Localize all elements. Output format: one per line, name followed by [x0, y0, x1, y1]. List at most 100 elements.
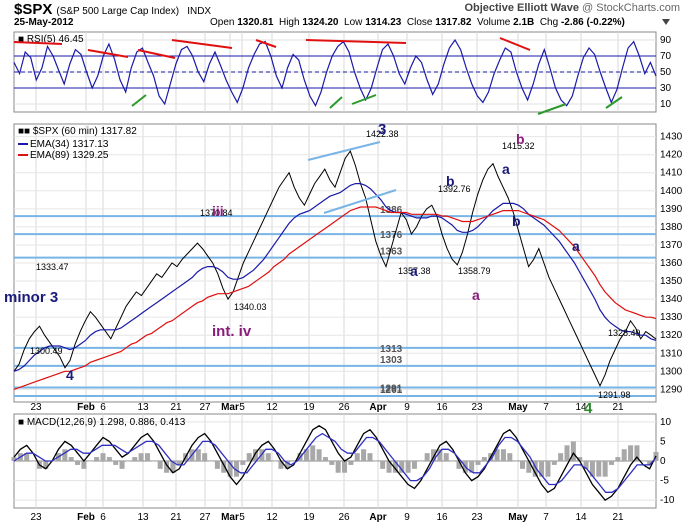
macd-histogram-bar: [602, 461, 608, 477]
price-annotation: 1370.84: [200, 208, 233, 218]
macd-histogram-bar: [628, 445, 634, 461]
chart-date: 25-May-2012: [14, 17, 74, 28]
wave-label-b: b: [512, 213, 521, 229]
macd-histogram-bar: [539, 461, 545, 477]
x-tick-label: 21: [612, 402, 624, 413]
macd-histogram-bar: [75, 461, 81, 465]
macd-histogram-bar: [265, 453, 271, 461]
macd-histogram-bar: [157, 461, 163, 469]
rsi-support-line: [537, 103, 567, 115]
macd-histogram-bar: [513, 461, 519, 462]
macd-histogram-bar: [68, 457, 74, 461]
macd-histogram-bar: [424, 453, 430, 461]
open-label: Open: [210, 17, 235, 28]
chart-header: $SPX (S&P 500 Large Cap Index) INDX 25-Ma…: [0, 0, 700, 32]
macd-histogram-bar: [100, 453, 106, 461]
rsi-resistance-line: [87, 49, 129, 58]
x-tick-label: Apr: [369, 402, 386, 413]
macd-histogram-bar: [151, 461, 157, 462]
x-tick-label: May: [508, 402, 528, 413]
macd-histogram-bar: [342, 461, 348, 473]
rsi-support-line: [329, 96, 343, 109]
rsi-legend: ■ RSI(5) 46.45: [18, 34, 84, 45]
macd-histogram-bar: [24, 453, 30, 461]
chart-title: $SPX (S&P 500 Large Cap Index) INDX: [14, 1, 211, 18]
macd-histogram-bar: [367, 453, 373, 461]
x-tick-label: 14: [575, 512, 587, 523]
brand: Objective Elliott Wave @ StockCharts.com: [464, 2, 680, 14]
macd-histogram-bar: [577, 457, 583, 461]
price-annotation: 1358.79: [458, 266, 491, 276]
macd-histogram-bar: [640, 461, 646, 462]
macd-histogram-bar: [291, 461, 297, 462]
macd-histogram-bar: [475, 461, 481, 465]
low-label: Low: [344, 17, 363, 28]
macd-histogram-bar: [119, 461, 125, 469]
rsi-resistance-line: [255, 39, 277, 48]
macd-tick-label: 5: [660, 436, 666, 447]
rsi-tick-label: 10: [660, 99, 672, 110]
macd-histogram-bar: [202, 453, 208, 461]
x-tick-label: 16: [436, 512, 448, 523]
macd-histogram-bar: [208, 461, 214, 462]
price-annotation: 1392.76: [438, 184, 471, 194]
price-tick-label: 1330: [660, 312, 683, 323]
index-name: (S&P 500 Large Cap Index): [56, 6, 180, 17]
macd-histogram-bar: [125, 461, 131, 462]
wave-label: int. iv: [212, 323, 252, 340]
x-tick-label: Apr: [369, 512, 386, 523]
rsi-support-line: [351, 94, 377, 105]
macd-histogram-bar: [94, 457, 100, 461]
macd-histogram-bar: [233, 461, 239, 477]
close-value: 1317.82: [435, 17, 472, 28]
chevron-down-icon[interactable]: [662, 19, 670, 25]
macd-histogram-bar: [380, 461, 386, 469]
price-annotation: 1300.49: [30, 346, 63, 356]
macd-histogram-bar: [322, 457, 328, 461]
price-tick-label: 1400: [660, 186, 683, 197]
price-tick-label: 1350: [660, 276, 683, 287]
macd-histogram-bar: [170, 461, 176, 473]
ema89-line: [13, 206, 657, 390]
macd-histogram-bar: [144, 453, 150, 461]
macd-histogram-bar: [431, 449, 437, 461]
wave-label-b: b: [446, 173, 455, 189]
macd-histogram-bar: [558, 453, 564, 461]
macd-histogram-bar: [634, 445, 640, 461]
wave-label: iii: [212, 203, 224, 219]
macd-histogram-bar: [164, 461, 170, 473]
x-tick-label: 7: [543, 402, 549, 413]
signal-line: [13, 432, 657, 493]
rsi-tick-label: 90: [660, 35, 672, 46]
macd-histogram-bar: [348, 461, 354, 465]
price-tick-label: 1430: [660, 132, 683, 143]
price-legend: ■■ $SPX (60 min) 1317.82: [18, 126, 137, 137]
macd-histogram-bar: [335, 461, 341, 473]
rsi-resistance-line: [171, 39, 233, 49]
macd-histogram-bar: [11, 457, 17, 461]
ema89-legend: EMA(89) 1329.25: [30, 150, 109, 161]
price-annotation: 1415.32: [502, 141, 535, 151]
exchange: INDX: [187, 6, 212, 17]
x-tick-label: Mar: [221, 512, 239, 523]
x-tick-label: 27: [199, 512, 211, 523]
macd-histogram-bar: [240, 461, 246, 465]
high-label: High: [278, 17, 300, 28]
macd-histogram-bar: [310, 445, 316, 461]
x-tick-label: 9: [404, 402, 410, 413]
macd-legend: ■ MACD(12,26,9) 1.298, 0.886, 0.413: [18, 417, 186, 428]
rsi-resistance-line: [137, 49, 176, 59]
macd-histogram-bar: [564, 445, 570, 461]
x-tick-label: 21: [170, 512, 182, 523]
macd-histogram-bar: [481, 457, 487, 461]
macd-histogram-bar: [195, 449, 201, 461]
macd-histogram-bar: [138, 453, 144, 461]
rsi-resistance-line: [499, 37, 531, 51]
x-tick-label: 19: [303, 512, 315, 523]
macd-histogram-bar: [354, 453, 360, 461]
x-tick-label: 13: [137, 402, 149, 413]
macd-histogram-bar: [570, 441, 576, 461]
macd-histogram-bar: [272, 461, 278, 462]
macd-histogram-bar: [106, 457, 112, 461]
